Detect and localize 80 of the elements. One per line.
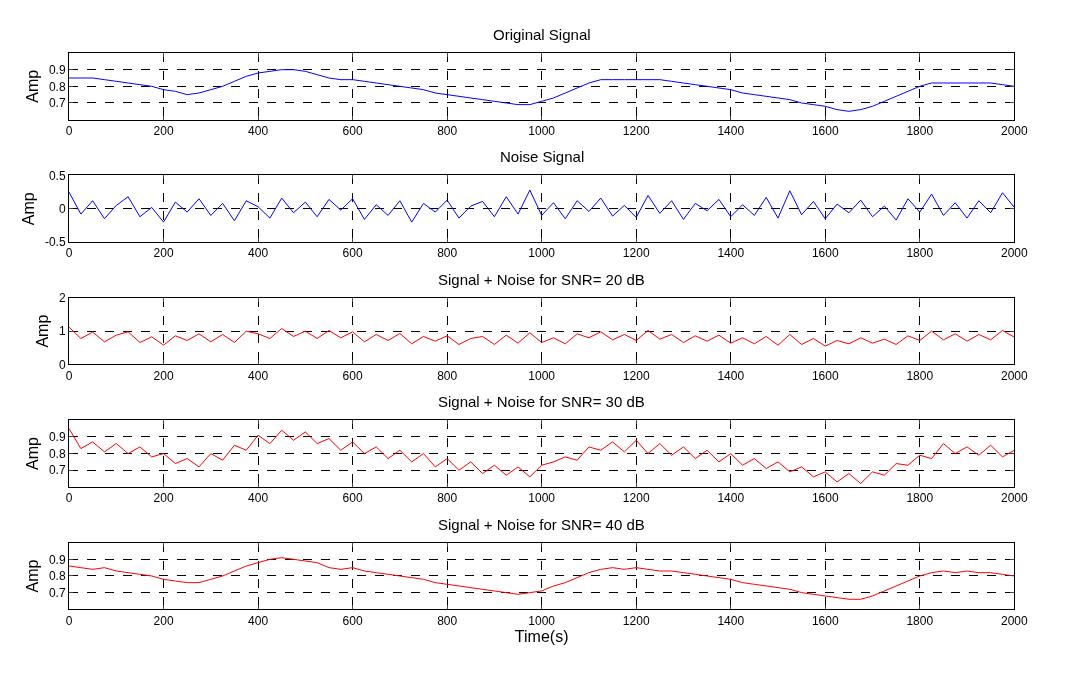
- x-axis-title: Time(s): [514, 628, 569, 646]
- x-tick-label: 400: [248, 491, 269, 506]
- y-tick-label: 0.7: [48, 96, 66, 111]
- line-series: [69, 326, 1015, 347]
- x-tick-label: 600: [342, 124, 363, 139]
- x-tick-label: 1600: [811, 613, 839, 628]
- y-tick-label: 0.5: [48, 168, 66, 183]
- y-tick-label: 0.7: [48, 463, 66, 478]
- x-tick-label: 1000: [528, 613, 556, 628]
- x-tick-label: 200: [153, 613, 174, 628]
- y-tick-label: 0.9: [48, 430, 66, 445]
- y-axis-title: Amp: [33, 314, 51, 348]
- x-tick-label: 1200: [622, 124, 650, 139]
- x-tick-label: 1800: [906, 124, 934, 139]
- x-tick-label: 200: [153, 368, 174, 383]
- x-tick-label: 200: [153, 246, 174, 261]
- x-tick-label: 800: [437, 124, 458, 139]
- y-tick-label: 0: [58, 201, 66, 216]
- x-tick-label: 1600: [811, 368, 839, 383]
- x-tick-label: 200: [153, 124, 174, 139]
- chart-title: Signal + Noise for SNR= 20 dB: [438, 271, 645, 288]
- y-axis-title: Amp: [19, 192, 37, 226]
- x-tick-label: 1200: [622, 491, 650, 506]
- y-axis-title: Amp: [23, 559, 41, 593]
- x-tick-label: 800: [437, 368, 458, 383]
- y-tick-label: 0.8: [48, 79, 66, 94]
- x-tick-label: 200: [153, 491, 174, 506]
- x-tick-label: 1800: [906, 613, 934, 628]
- x-tick-label: 1000: [528, 491, 556, 506]
- x-tick-label: 1200: [622, 246, 650, 261]
- x-tick-label: 2000: [1000, 368, 1028, 383]
- y-tick-label: -0.5: [44, 235, 66, 250]
- x-tick-label: 1600: [811, 246, 839, 261]
- y-tick-label: 2: [58, 291, 66, 306]
- x-tick-label: 600: [342, 368, 363, 383]
- x-tick-label: 1600: [811, 124, 839, 139]
- y-tick-label: 0.8: [48, 569, 66, 584]
- x-tick-label: 800: [437, 613, 458, 628]
- x-tick-label: 1400: [717, 124, 745, 139]
- x-tick-label: 400: [248, 368, 269, 383]
- x-tick-label: 1400: [717, 491, 745, 506]
- y-axis-title: Amp: [23, 69, 41, 103]
- x-tick-label: 2000: [1000, 124, 1028, 139]
- x-tick-label: 400: [248, 246, 269, 261]
- y-tick-label: 1: [58, 324, 66, 339]
- x-tick-label: 1000: [528, 246, 556, 261]
- chart-title: Noise Signal: [500, 148, 585, 165]
- x-tick-label: 1400: [717, 246, 745, 261]
- x-tick-label: 1400: [717, 613, 745, 628]
- x-tick-label: 1000: [528, 124, 556, 139]
- chart-title: Signal + Noise for SNR= 40 dB: [438, 516, 645, 533]
- y-tick-label: 0.9: [48, 62, 66, 77]
- line-series: [69, 189, 1015, 223]
- line-series: [69, 428, 1015, 485]
- line-series: [69, 69, 1015, 112]
- x-tick-label: 400: [248, 124, 269, 139]
- x-tick-label: 600: [342, 491, 363, 506]
- y-axis-title: Amp: [23, 437, 41, 471]
- x-tick-label: 800: [437, 491, 458, 506]
- y-tick-label: 0.7: [48, 585, 66, 600]
- x-tick-label: 600: [342, 246, 363, 261]
- x-tick-label: 600: [342, 613, 363, 628]
- x-tick-label: 1800: [906, 246, 934, 261]
- chart-title: Original Signal: [493, 26, 591, 43]
- x-tick-label: 2000: [1000, 491, 1028, 506]
- x-tick-label: 1800: [906, 491, 934, 506]
- y-tick-label: 0.9: [48, 552, 66, 567]
- x-tick-label: 1200: [622, 368, 650, 383]
- x-tick-label: 400: [248, 613, 269, 628]
- x-tick-label: 1800: [906, 368, 934, 383]
- x-tick-label: 800: [437, 246, 458, 261]
- x-tick-label: 1400: [717, 368, 745, 383]
- chart-title: Signal + Noise for SNR= 30 dB: [438, 393, 645, 410]
- x-tick-label: 1600: [811, 491, 839, 506]
- x-tick-label: 2000: [1000, 246, 1028, 261]
- x-tick-label: 1200: [622, 613, 650, 628]
- y-tick-label: 0.8: [48, 446, 66, 461]
- x-tick-label: 1000: [528, 368, 556, 383]
- y-tick-label: 0: [58, 357, 66, 372]
- x-tick-label: 2000: [1000, 613, 1028, 628]
